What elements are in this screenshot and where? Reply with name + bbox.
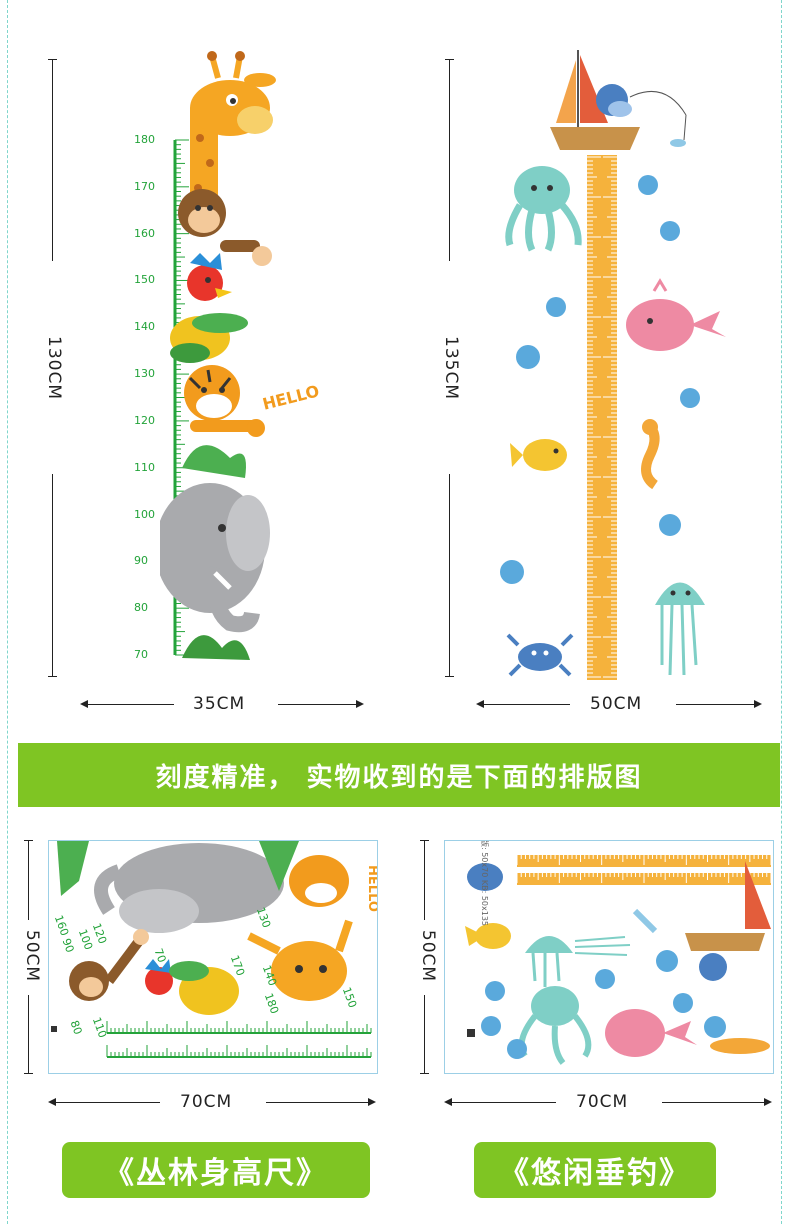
- banner-text: 刻度精准， 实物收到的是下面的排版图: [155, 762, 643, 793]
- ocean-sheet-art: [465, 855, 772, 1065]
- frame-border-right: [781, 0, 782, 1224]
- dim-line-vertical: [28, 840, 29, 920]
- giraffe-illustration: [190, 51, 276, 228]
- tag-jungle-ruler[interactable]: 《丛林身高尺》: [62, 1142, 370, 1198]
- grass-illustration: [182, 635, 250, 660]
- tag-label: 《丛林身高尺》: [104, 1156, 328, 1191]
- ocean-scene: [500, 50, 726, 680]
- tag-leisure-fishing[interactable]: 《悠闲垂钓》: [474, 1142, 716, 1198]
- octopus-illustration: [505, 166, 582, 252]
- frame-border-left: [7, 0, 8, 1224]
- bubbles: [500, 175, 700, 584]
- dim-cap-bottom: [48, 676, 57, 677]
- seahorse-illustration: [641, 419, 660, 490]
- dim-arrow-right: [368, 1098, 376, 1106]
- dim-cap-bottom: [24, 1073, 33, 1074]
- dim-cap-bottom: [420, 1073, 429, 1074]
- ruler-tick-label: 130: [134, 367, 155, 381]
- height-label: 135CM: [441, 336, 461, 400]
- accuracy-banner: 刻度精准， 实物收到的是下面的排版图: [18, 743, 780, 807]
- width-label: 35CM: [193, 694, 246, 714]
- ocean-sheet: 排版: 50x70 KB: 50x135: [444, 840, 774, 1074]
- grass-illustration: [182, 445, 246, 478]
- ruler-tick-label: 170: [134, 179, 155, 193]
- ruler-tick-label: 70: [134, 648, 148, 661]
- width-label: 70CM: [180, 1092, 233, 1112]
- dim-line-horizontal: [84, 704, 174, 705]
- dim-line-vertical: [28, 995, 29, 1073]
- width-label: 50CM: [590, 694, 643, 714]
- dim-arrow-right: [356, 700, 364, 708]
- ruler-tick-label: 120: [134, 413, 155, 427]
- ruler-tick-label: 180: [134, 133, 155, 146]
- dim-line-horizontal: [52, 1102, 160, 1103]
- width-label: 70CM: [576, 1092, 629, 1112]
- monkey-illustration: [178, 189, 272, 266]
- dim-line-vertical: [424, 840, 425, 920]
- height-label: 50CM: [22, 929, 43, 983]
- dim-arrow-right: [754, 700, 762, 708]
- ruler-tick-label: 80: [134, 601, 148, 615]
- dim-arrow-right: [764, 1098, 772, 1106]
- dim-line-vertical: [52, 474, 53, 676]
- dim-line-vertical: [424, 995, 425, 1073]
- dim-line-horizontal: [480, 704, 570, 705]
- dim-line-vertical: [52, 59, 53, 261]
- dim-line-horizontal: [448, 1102, 556, 1103]
- ruler-tick-label: 90: [134, 554, 148, 568]
- dim-line-horizontal: [266, 1102, 370, 1103]
- boat-illustration: [550, 50, 687, 150]
- ruler-tick-label: 150: [134, 273, 155, 287]
- height-label: 130CM: [44, 336, 64, 400]
- jellyfish-illustration: [655, 582, 705, 676]
- leaves-illustration: [170, 313, 248, 363]
- ruler-tick-label: 160: [134, 226, 155, 240]
- elephant-illustration: [160, 483, 270, 633]
- jungle-sheet-art: [51, 841, 372, 1058]
- dim-cap-bottom: [445, 676, 454, 677]
- dim-line-horizontal: [676, 704, 756, 705]
- ruler-tick-label: 110: [134, 460, 155, 474]
- dim-line-horizontal: [662, 1102, 766, 1103]
- tag-label: 《悠闲垂钓》: [499, 1156, 691, 1191]
- jungle-animals: [160, 51, 276, 660]
- tiger-illustration: [184, 365, 265, 437]
- spec-text: 排版: 50x70 KB: 50x135: [480, 840, 490, 927]
- hello-text: HELLO: [364, 865, 378, 912]
- whale-illustration: [626, 278, 726, 351]
- ruler-tick-label: 100: [134, 507, 155, 521]
- dim-line-vertical: [449, 474, 450, 676]
- parrot-illustration: [187, 253, 232, 301]
- fish-illustration: [510, 439, 567, 471]
- height-label: 50CM: [418, 929, 439, 983]
- dim-line-vertical: [449, 59, 450, 261]
- ruler-tick-label: 140: [134, 320, 155, 334]
- crab-illustration: [506, 633, 574, 677]
- dim-line-horizontal: [278, 704, 358, 705]
- jungle-sheet: 160 90 100 120 70 130 170 140 180 150 80 110 HELLO: [48, 840, 378, 1074]
